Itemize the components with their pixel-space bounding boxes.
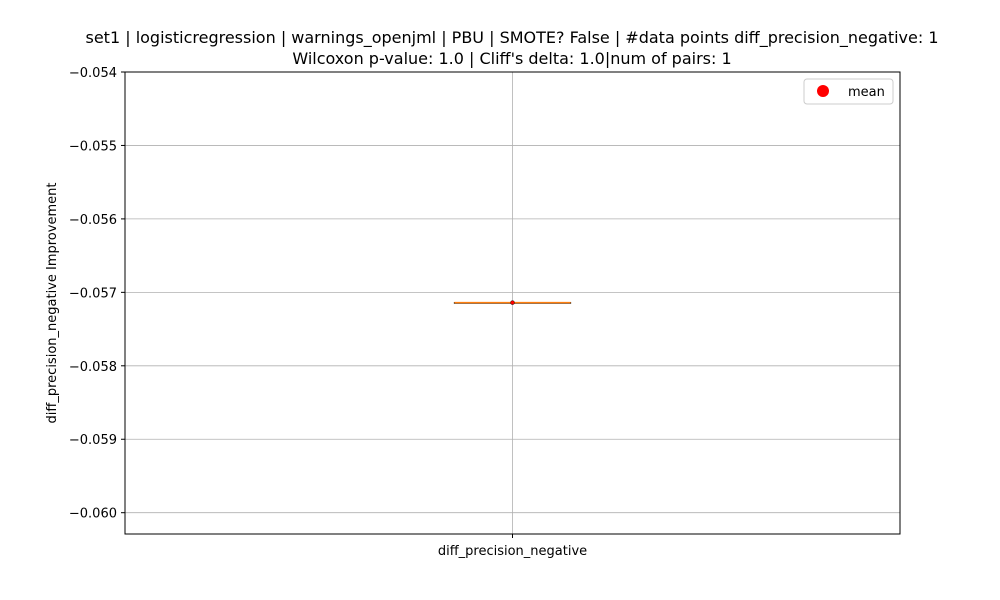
chart-title-line-1: set1 | logisticregression | warnings_ope… [86,28,939,48]
legend: mean [803,78,894,105]
legend-mean-label: mean [848,85,885,100]
box-mean-marker [510,300,515,305]
y-tick-label: −0.057 [69,286,117,301]
chart-title-line-2: Wilcoxon p-value: 1.0 | Cliff's delta: 1… [292,49,731,68]
y-axis-ticks: −0.054 −0.055 −0.056 −0.057 −0.058 −0.059 −0.0… [69,66,125,522]
y-tick-label: −0.056 [69,213,117,228]
y-tick-label: −0.055 [69,139,117,154]
legend-frame [803,78,894,105]
y-tick-label: −0.060 [69,507,117,522]
x-axis-ticks: diff_precision_negative [438,534,587,559]
legend-mean-marker [817,85,829,97]
y-tick-label: −0.058 [69,360,117,375]
x-tick-label: diff_precision_negative [438,544,587,559]
y-tick-label: −0.054 [69,66,117,81]
y-tick-label: −0.059 [69,433,117,448]
box-plots [453,300,572,305]
y-axis-label: diff_precision_negative Improvement [45,183,60,424]
